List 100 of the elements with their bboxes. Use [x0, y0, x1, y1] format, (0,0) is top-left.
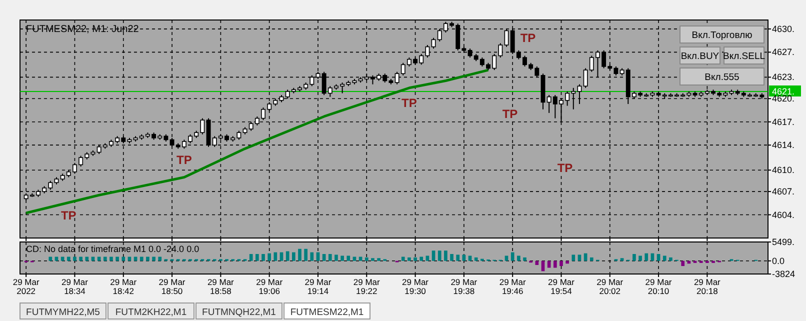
ref-line-label: 4621.: [772, 86, 795, 96]
bar: [560, 260, 563, 266]
bar: [456, 254, 460, 261]
bar: [146, 256, 150, 261]
x-tick-label: 29 Mar 19:22: [353, 277, 380, 296]
bar: [432, 250, 436, 261]
y-tick-label: 4617.: [772, 116, 795, 127]
y-tick-label: 4630.: [772, 24, 795, 34]
y-tick-label: 4627.: [772, 47, 795, 58]
bar: [553, 260, 557, 268]
x-tick-label: 29 Mar 19:38: [450, 277, 478, 296]
annotation: TP: [402, 96, 417, 110]
bar: [364, 257, 368, 261]
x-tick-label: 29 Mar 19:46: [499, 277, 526, 296]
text: FUTMESM22,M1: [290, 307, 364, 318]
y-tick-label: 4610.: [772, 165, 795, 176]
bar: [450, 254, 454, 261]
y-tick-label: 4604.: [772, 210, 795, 220]
y-tick-label: 4623.: [772, 72, 795, 82]
bar: [298, 248, 302, 261]
bar: [328, 254, 332, 261]
bar: [662, 256, 666, 261]
bar: [334, 254, 338, 261]
text: FUTMYMH22,M5: [26, 307, 100, 318]
x-tick-label: 29 Mar 19:06: [256, 277, 283, 296]
bar: [262, 254, 265, 261]
bar: [85, 256, 89, 261]
bar: [48, 256, 52, 261]
bar: [122, 256, 126, 261]
bar: [656, 254, 660, 261]
annotation: Вкл.555: [704, 72, 740, 83]
bar: [346, 256, 350, 261]
bar: [116, 256, 119, 261]
x-tick-label: 29 Mar 18:58: [207, 277, 234, 296]
bar: [249, 254, 253, 261]
y-tick-label: 0.0: [772, 256, 785, 266]
bar: [426, 256, 430, 261]
bar: [632, 254, 636, 261]
bar: [292, 252, 296, 261]
bar: [572, 254, 576, 261]
bar: [110, 256, 113, 261]
bar: [669, 257, 672, 261]
bar: [152, 256, 156, 261]
text: FUTM2KH22,M1: [115, 307, 187, 318]
annotation: TP: [502, 107, 518, 121]
bar: [268, 253, 272, 261]
bar: [274, 252, 278, 261]
annotation: Вкл.BUY: [680, 51, 720, 62]
bar: [420, 256, 424, 261]
bar: [310, 252, 314, 261]
annotation: TP: [176, 153, 192, 168]
bar: [304, 248, 308, 261]
y-tick-label: 4607.: [772, 186, 795, 197]
annotation: TP: [60, 208, 76, 223]
bar: [158, 256, 162, 261]
x-tick-label: 29 Mar 20:10: [645, 277, 672, 296]
bar: [103, 256, 107, 261]
annotation: TP: [557, 161, 573, 175]
y-tick-label: 4620.: [772, 94, 795, 104]
annotation: Вкл.Торговлю: [692, 30, 752, 41]
bar: [578, 254, 582, 261]
bar: [590, 257, 594, 261]
y-tick-label: 5499.: [772, 237, 795, 247]
bar: [401, 256, 405, 261]
bar: [462, 254, 466, 261]
x-tick-label: 29 Mar 19:54: [548, 277, 575, 296]
bar: [322, 254, 326, 261]
bar: [504, 256, 508, 261]
bar: [474, 257, 478, 261]
bar: [438, 250, 442, 261]
text: FUTMNQH22,M1: [202, 307, 276, 318]
x-tick-label: 29 Mar 20:18: [694, 277, 721, 296]
bar: [66, 256, 70, 261]
bar: [644, 253, 648, 261]
bar: [516, 256, 520, 261]
bar: [371, 258, 374, 261]
chart-title: FUTMESM22, M1: Jun22: [26, 24, 140, 35]
bar: [638, 256, 642, 261]
x-tick-label: 29 Mar 20:02: [596, 277, 624, 296]
x-tick-label: 29 Mar 18:42: [110, 277, 137, 296]
y-tick-label: 4614.: [772, 140, 795, 150]
bar: [620, 258, 624, 261]
bar: [535, 260, 539, 265]
bar: [377, 258, 380, 261]
bar: [566, 260, 569, 264]
bar: [444, 250, 448, 261]
bar: [408, 257, 411, 261]
annotation: TP: [520, 31, 536, 45]
bar: [340, 256, 344, 261]
x-tick-label: 29 Mar 18:50: [158, 277, 186, 296]
bar: [681, 260, 685, 266]
bar: [523, 257, 526, 261]
bar: [140, 256, 144, 261]
x-tick-label: 29 Mar 19:30: [402, 277, 429, 296]
bar: [510, 252, 514, 261]
chart-title: CD: No data for timeframe M1 0.0 -24.0 0.0: [26, 244, 200, 254]
bar: [79, 256, 82, 261]
y-tick-label: -3824: [772, 269, 796, 279]
bar: [414, 257, 417, 261]
bar: [73, 256, 76, 261]
